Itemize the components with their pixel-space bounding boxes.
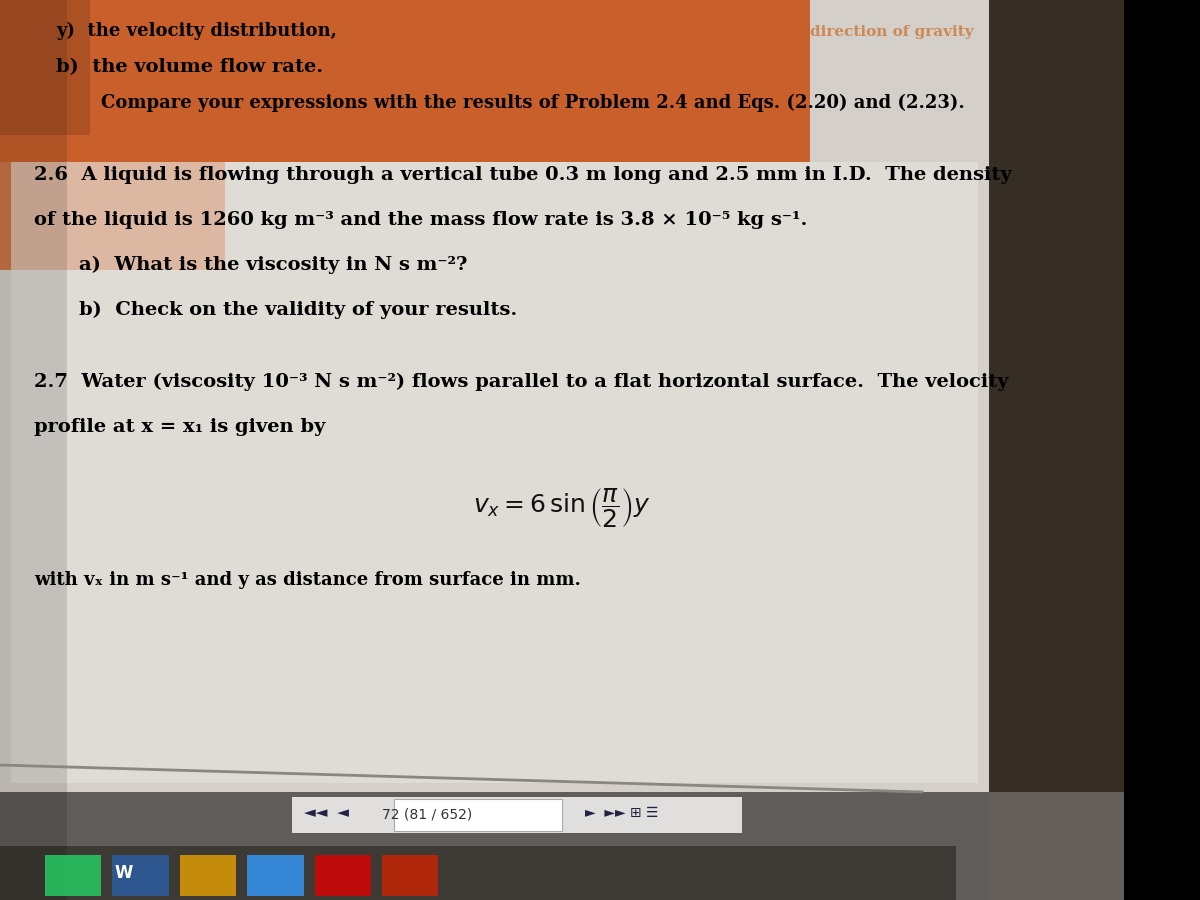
Bar xyxy=(0,792,1124,900)
Bar xyxy=(44,855,101,896)
Text: 2.7  Water (viscosity 10⁻³ N s m⁻²) flows parallel to a flat horizontal surface.: 2.7 Water (viscosity 10⁻³ N s m⁻²) flows… xyxy=(34,373,1008,391)
Text: ◄◄  ◄: ◄◄ ◄ xyxy=(304,806,348,820)
Bar xyxy=(0,0,810,162)
Bar xyxy=(990,0,1124,900)
Text: profile at x = x₁ is given by: profile at x = x₁ is given by xyxy=(34,418,325,436)
Bar xyxy=(0,0,1124,792)
Bar xyxy=(247,855,304,896)
Text: W: W xyxy=(114,863,133,881)
Text: a)  What is the viscosity in N s m⁻²?: a) What is the viscosity in N s m⁻²? xyxy=(79,256,467,274)
Text: Compare your expressions with the results of Problem 2.4 and Eqs. (2.20) and (2.: Compare your expressions with the result… xyxy=(101,94,965,112)
Text: 72 (81 / 652): 72 (81 / 652) xyxy=(382,808,473,822)
Bar xyxy=(11,162,978,783)
Text: of the liquid is 1260 kg m⁻³ and the mass flow rate is 3.8 × 10⁻⁵ kg s⁻¹.: of the liquid is 1260 kg m⁻³ and the mas… xyxy=(34,211,808,229)
Bar xyxy=(113,855,169,896)
Text: y)  the velocity distribution,: y) the velocity distribution, xyxy=(56,22,337,40)
Bar xyxy=(293,796,742,832)
Bar xyxy=(0,162,224,270)
Text: $v_x = 6\,\sin\left(\dfrac{\pi}{2}\right)y$: $v_x = 6\,\sin\left(\dfrac{\pi}{2}\right… xyxy=(473,486,652,530)
Text: ►  ►► ⊞ ☰: ► ►► ⊞ ☰ xyxy=(584,806,658,820)
Bar xyxy=(394,799,562,831)
Bar xyxy=(383,855,438,896)
Bar xyxy=(180,855,236,896)
Bar xyxy=(314,855,371,896)
Bar xyxy=(0,846,955,900)
Text: b)  the volume flow rate.: b) the volume flow rate. xyxy=(56,58,323,76)
Text: 2.6  A liquid is flowing through a vertical tube 0.3 m long and 2.5 mm in I.D.  : 2.6 A liquid is flowing through a vertic… xyxy=(34,166,1012,184)
Text: direction of gravity: direction of gravity xyxy=(810,25,973,39)
Text: b)  Check on the validity of your results.: b) Check on the validity of your results… xyxy=(79,301,517,319)
Bar xyxy=(0,0,90,135)
Bar xyxy=(0,0,67,900)
Text: with vₓ in m s⁻¹ and y as distance from surface in mm.: with vₓ in m s⁻¹ and y as distance from … xyxy=(34,571,581,589)
